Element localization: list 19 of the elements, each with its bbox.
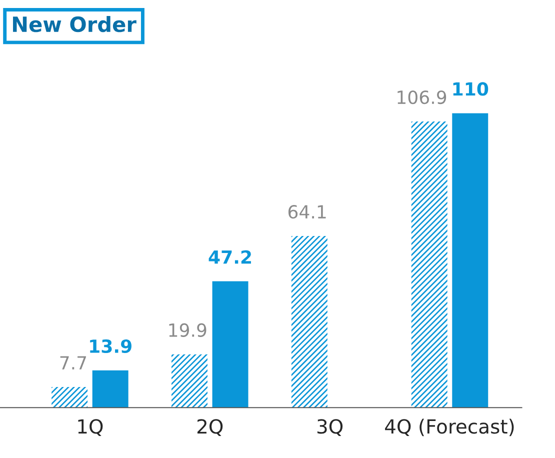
data-label: 47.2 — [208, 250, 251, 264]
bar — [172, 354, 208, 408]
data-label: 19.9 — [169, 323, 206, 337]
bar — [92, 370, 128, 408]
chart-title: New Order — [13, 16, 136, 32]
x-tick-label: 4Q (Forecast) — [385, 418, 514, 436]
bar — [52, 387, 88, 408]
bar — [411, 121, 448, 408]
x-tick-label: 1Q — [78, 419, 103, 436]
data-label: 106.9 — [398, 90, 446, 104]
x-tick-label: 3Q — [317, 419, 343, 436]
bar — [452, 113, 488, 408]
x-tick-label: 2Q — [197, 419, 223, 436]
data-label: 110 — [453, 82, 488, 96]
data-label: 13.9 — [90, 339, 132, 354]
bar — [212, 281, 248, 408]
data-label: 7.7 — [60, 356, 86, 370]
data-label: 64.1 — [288, 205, 326, 219]
bar — [291, 236, 328, 408]
